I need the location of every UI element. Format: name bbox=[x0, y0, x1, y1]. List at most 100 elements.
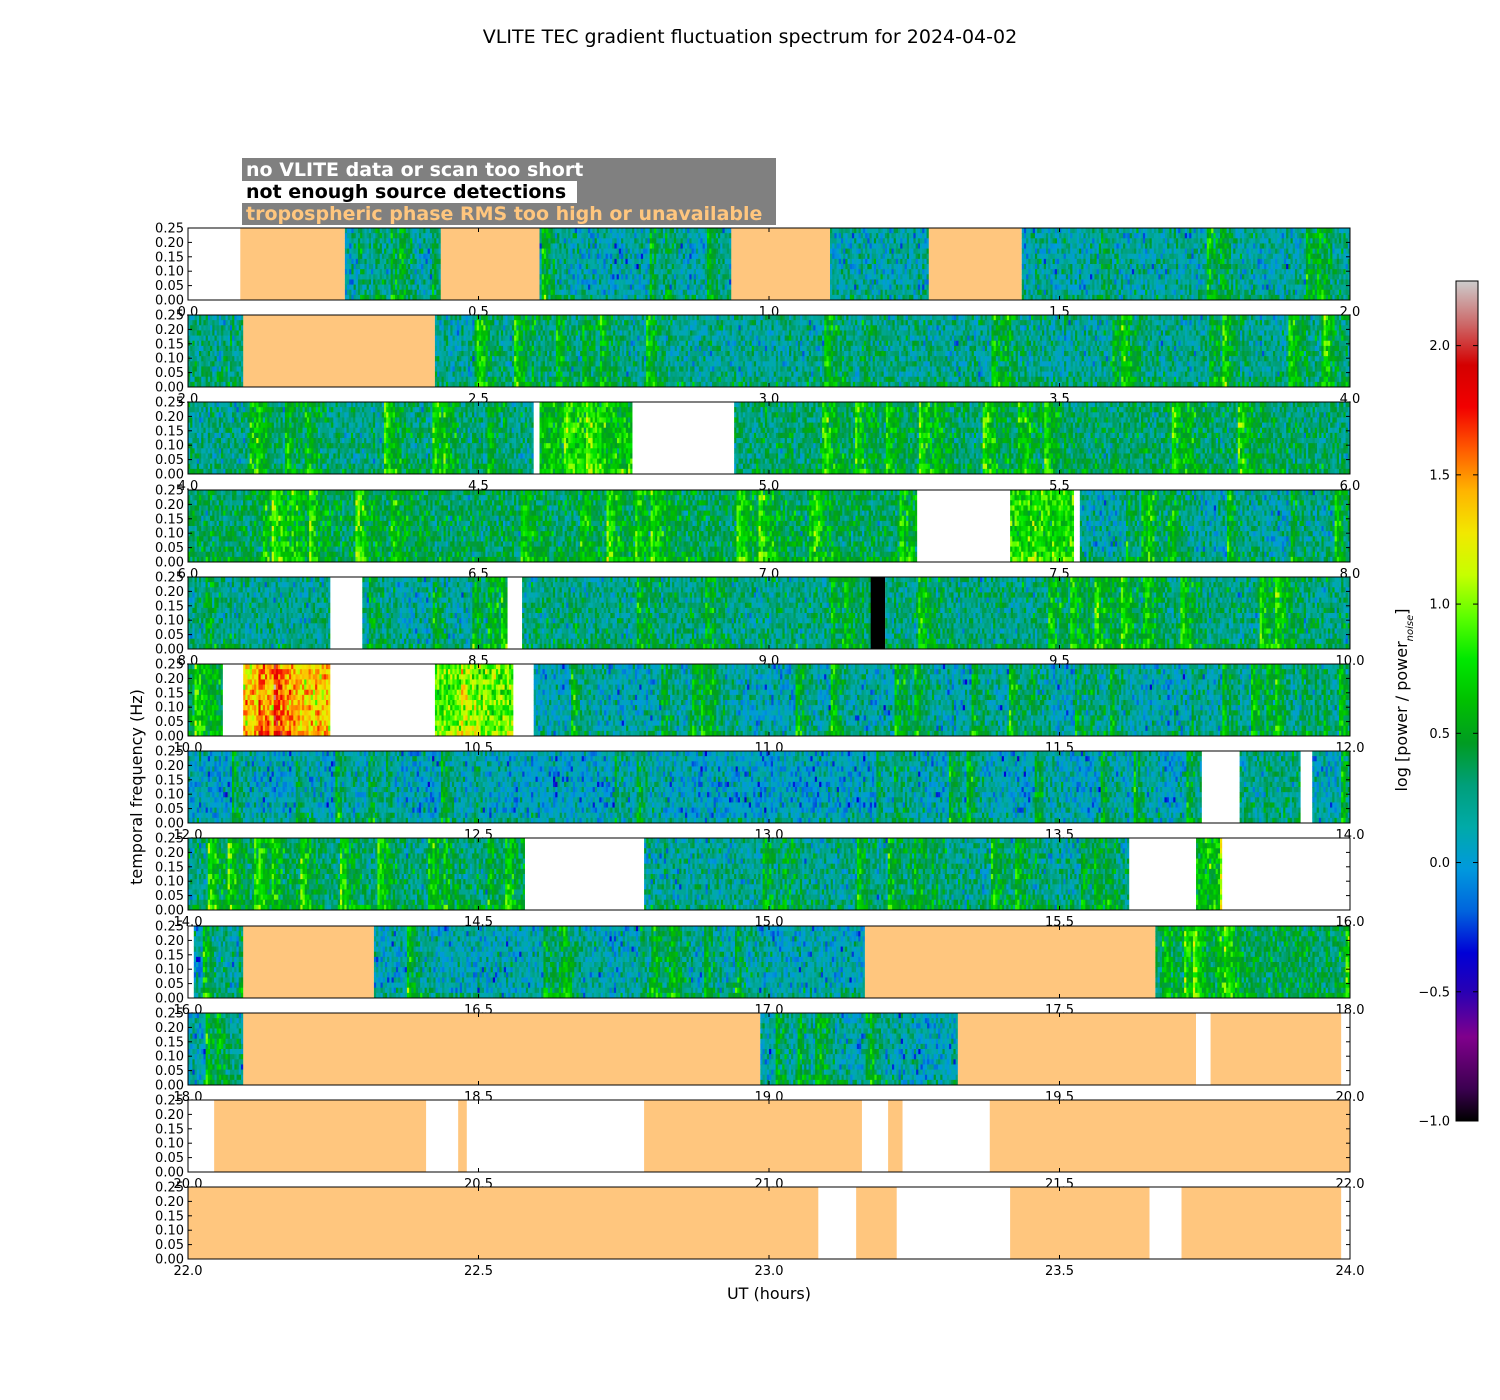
spectrum-cell bbox=[603, 249, 606, 255]
spectrum-cell bbox=[696, 269, 699, 275]
spectrum-cell bbox=[700, 233, 703, 239]
spectrum-cell bbox=[696, 279, 699, 285]
spectrum-cell bbox=[707, 254, 710, 260]
spectrum-cell bbox=[562, 249, 565, 255]
spectrum-cell bbox=[544, 249, 547, 255]
spectrum-cell bbox=[700, 274, 703, 280]
spectrum-cell bbox=[544, 243, 547, 249]
spectrum-cell bbox=[700, 254, 703, 260]
spectrum-cell bbox=[707, 290, 710, 296]
spectrum-cell bbox=[590, 279, 593, 285]
spectrum-cell bbox=[555, 285, 558, 291]
spectrum-cell bbox=[689, 279, 692, 285]
spectrum-cell bbox=[725, 269, 728, 275]
spectrum-cell bbox=[654, 254, 657, 260]
spectrum-cell bbox=[672, 228, 675, 234]
spectrum-cell bbox=[672, 254, 675, 260]
spectrum-cell bbox=[689, 238, 692, 244]
spectrum-cell bbox=[650, 290, 653, 296]
spectrum-cell bbox=[562, 259, 565, 265]
spectrum-cell bbox=[700, 264, 703, 270]
spectrum-cell bbox=[636, 243, 639, 249]
spectrum-cell bbox=[650, 264, 653, 270]
spectrum-cell bbox=[672, 249, 675, 255]
spectrum-cell bbox=[573, 259, 576, 265]
spectrum-cell bbox=[700, 290, 703, 296]
spectrum-cell bbox=[544, 238, 547, 244]
spectrum-cell bbox=[562, 285, 565, 291]
spectrum-cell bbox=[650, 233, 653, 239]
spectrum-cell bbox=[573, 279, 576, 285]
spectrum-cell bbox=[579, 279, 582, 285]
segment-trop bbox=[441, 228, 540, 300]
spectrum-cell bbox=[665, 269, 668, 275]
spectrum-cell bbox=[544, 290, 547, 296]
spectrum-cell bbox=[683, 238, 686, 244]
spectrum-cell bbox=[597, 264, 600, 270]
spectrum-cell bbox=[707, 264, 710, 270]
spectrum-cell bbox=[636, 269, 639, 275]
spectrum-cell bbox=[597, 228, 600, 234]
panels: 0.000.050.100.150.200.250.0 0.5 1.0 1.5 2.00… bbox=[155, 222, 1364, 1280]
spectrum-cell bbox=[555, 243, 558, 249]
spectrum-cell bbox=[636, 290, 639, 296]
spectrum-cell bbox=[632, 290, 635, 296]
spectrum-cell bbox=[540, 264, 543, 270]
spectrum-cell bbox=[714, 238, 717, 244]
spectrum-cell bbox=[725, 233, 728, 239]
spectrum-cell bbox=[650, 228, 653, 234]
spectrum-cell bbox=[636, 279, 639, 285]
spectrum-cell bbox=[590, 238, 593, 244]
spectrum-cell bbox=[714, 243, 717, 249]
spectrum-cell bbox=[590, 243, 593, 249]
spectrum-cell bbox=[654, 269, 657, 275]
spectrum-cell bbox=[636, 274, 639, 280]
segment-trop bbox=[731, 228, 830, 300]
spectrum-cell bbox=[672, 279, 675, 285]
spectrum-cell bbox=[632, 238, 635, 244]
legend-item-2: not enough source detections bbox=[246, 181, 566, 203]
spectrum-cell bbox=[725, 249, 728, 255]
spectrum-cell bbox=[562, 279, 565, 285]
spectrum-cell bbox=[555, 254, 558, 260]
spectrum-cell bbox=[672, 274, 675, 280]
spectrum-cell bbox=[603, 264, 606, 270]
spectrum-cell bbox=[562, 233, 565, 239]
spectrum-cell bbox=[573, 249, 576, 255]
spectrum-cell bbox=[700, 249, 703, 255]
spectrum-cell bbox=[665, 249, 668, 255]
spectrum-cell bbox=[665, 233, 668, 239]
spectrum-cell bbox=[603, 228, 606, 234]
spectrum-cell bbox=[725, 254, 728, 260]
spectrum-cell bbox=[597, 274, 600, 280]
spectrum-cell bbox=[562, 274, 565, 280]
panel-1: 0.000.050.100.150.200.250.0 0.5 1.0 1.5 2.0 bbox=[155, 222, 1360, 321]
spectrum-cell bbox=[700, 279, 703, 285]
spectrum-cell bbox=[590, 274, 593, 280]
spectrum-cell bbox=[544, 279, 547, 285]
spectrum-cell bbox=[672, 243, 675, 249]
spectrum-cell bbox=[603, 274, 606, 280]
spectrum-cell bbox=[555, 274, 558, 280]
spectrum-cell bbox=[689, 233, 692, 239]
spectrum-cell bbox=[590, 264, 593, 270]
spectrum-cell bbox=[707, 249, 710, 255]
spectrum-cell bbox=[597, 279, 600, 285]
spectrum-cell bbox=[714, 285, 717, 291]
spectrum-cell bbox=[608, 285, 611, 291]
spectrum-cell bbox=[573, 243, 576, 249]
spectrum-cell bbox=[540, 243, 543, 249]
spectrum-cell bbox=[614, 238, 617, 244]
spectrum-cell bbox=[573, 290, 576, 296]
spectrum-cell bbox=[603, 238, 606, 244]
spectrum-cell bbox=[654, 249, 657, 255]
spectrum-cell bbox=[579, 290, 582, 296]
spectrum-cell bbox=[579, 254, 582, 260]
spectrum-cell bbox=[725, 238, 728, 244]
spectrum-cell bbox=[700, 238, 703, 244]
spectrum-cell bbox=[650, 269, 653, 275]
spectrum-cell bbox=[650, 249, 653, 255]
spectrum-cell bbox=[603, 243, 606, 249]
spectrum-cell bbox=[707, 238, 710, 244]
spectrum-cell bbox=[597, 238, 600, 244]
